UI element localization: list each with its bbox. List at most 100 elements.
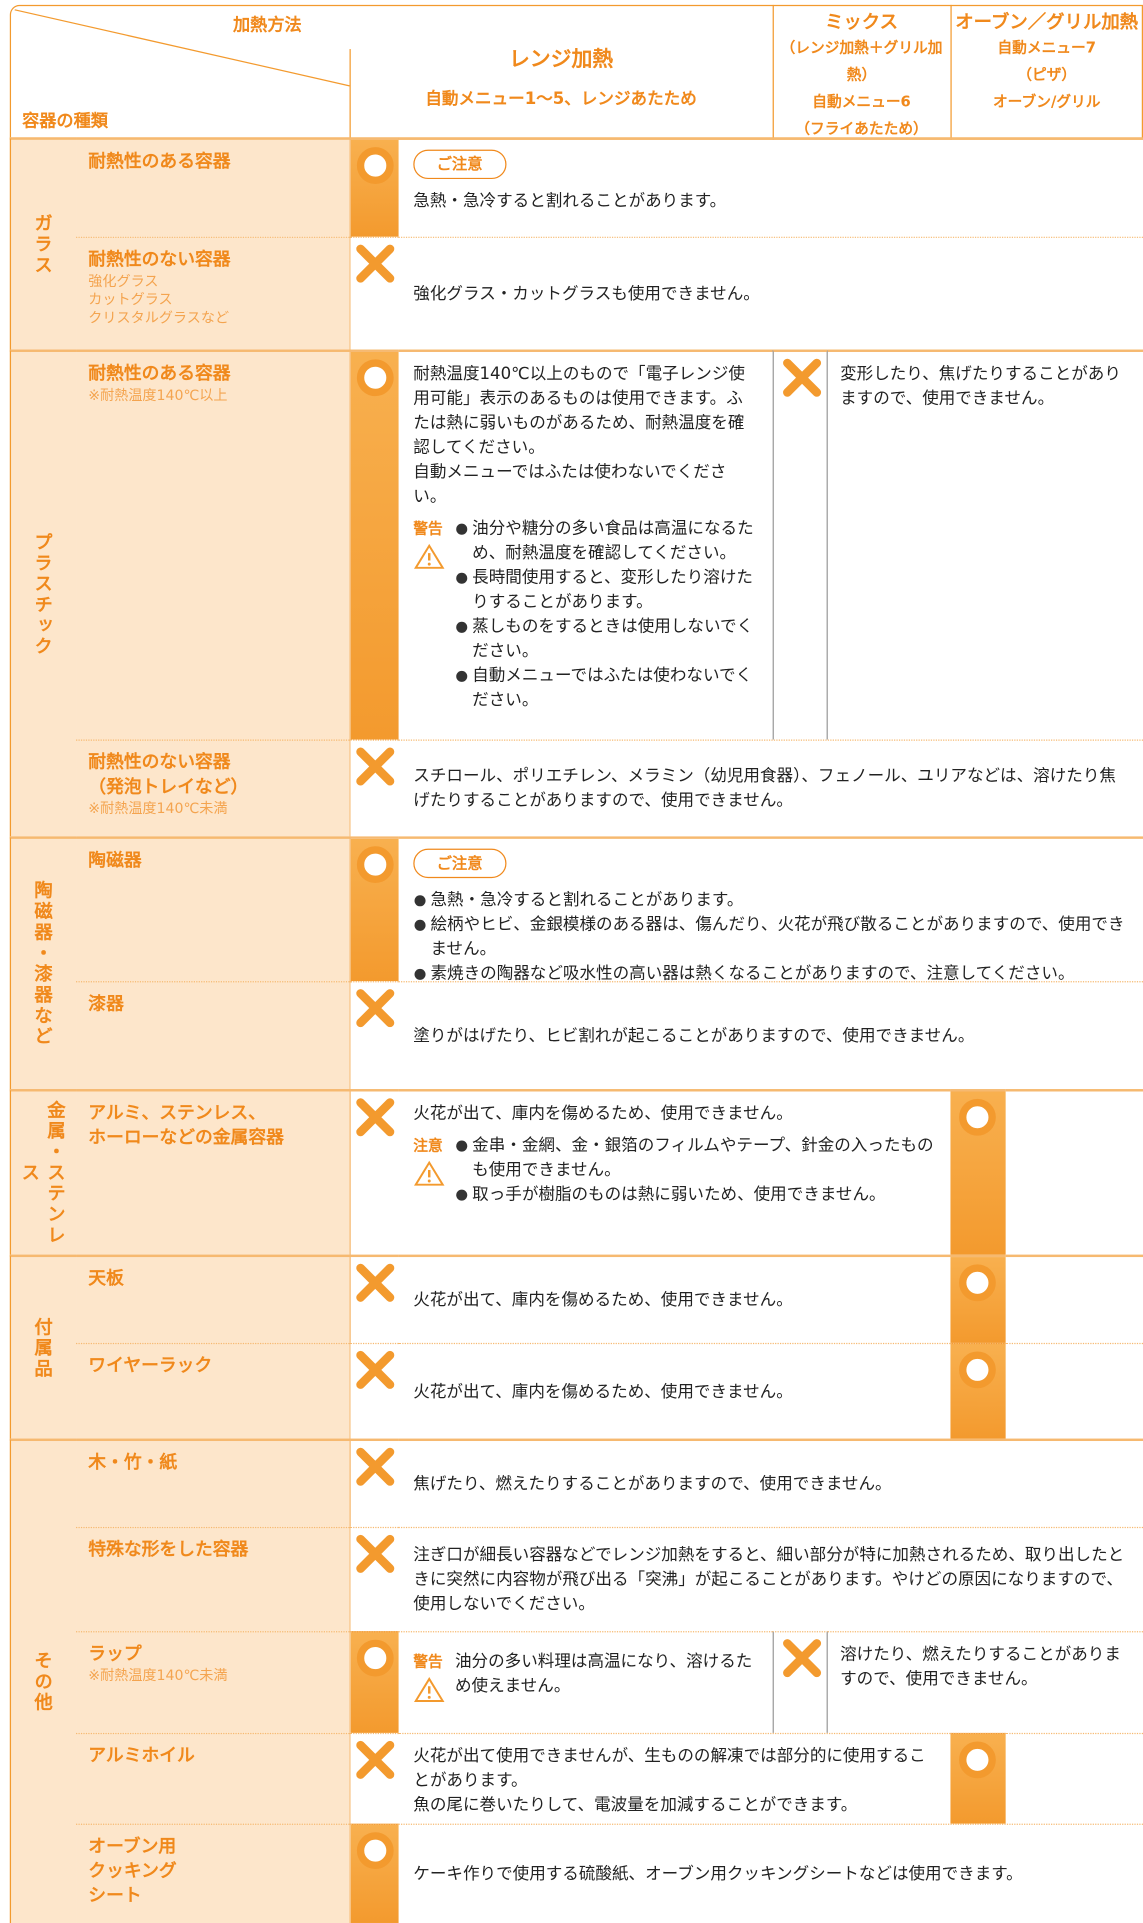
ok-mark: [356, 1639, 394, 1677]
bullet: [456, 670, 468, 682]
range-mark-cell: [349, 981, 399, 1090]
item-name: 漆器: [88, 994, 124, 1015]
caution-label: ご注意: [413, 149, 506, 180]
item-name: 木・竹・紙: [88, 1453, 178, 1473]
range-mark-cell: [349, 1342, 399, 1439]
range-mark-cell: [349, 236, 399, 350]
ng-mark: [356, 1534, 395, 1573]
warning-side: 警告: [413, 516, 455, 712]
group-label: 付属品: [31, 1316, 54, 1380]
range-mark-cell: [349, 1526, 399, 1632]
item-cell: 天板: [76, 1254, 350, 1343]
warning-icon: [413, 1160, 445, 1186]
group-label: ガラス: [31, 213, 54, 276]
body-text: 急熱・急冷すると割れることがあります。: [413, 191, 727, 211]
header-cell: オーブン／グリル加熱 自動メニュー7 （ピザ） オーブン/グリル: [950, 10, 1143, 133]
bullet-text: 自動メニューではふたは使わないでください。: [472, 665, 753, 711]
caution-label: ご注意: [413, 848, 506, 879]
warning-body: 金串・金網、金・銀箔のフィルムやテープ、針金の入ったものも使用できません。 取っ手…: [455, 1133, 936, 1207]
oven-line: オーブン/グリル: [992, 93, 1101, 111]
bullet-text: 急熱・急冷すると割れることがあります。: [430, 890, 744, 910]
text-cell: 警告 油分の多い料理は高温になり、溶けるため使えません。: [398, 1631, 773, 1733]
range-mark-cell: [349, 739, 399, 837]
oven-title: オーブン／グリル加熱: [955, 11, 1139, 34]
bullet-item: 長時間使用すると、変形したり溶けたりすることがあります。: [455, 565, 758, 614]
other-text: 変形したり、焦げたりすることがありますので、使用できません。: [840, 364, 1121, 409]
item-cell: アルミホイル: [76, 1732, 350, 1824]
mix-line: （レンジ加熱＋グリル加熱）: [780, 39, 943, 84]
text-cell: ご注意 急熱・急冷すると割れることがあります。 絵柄やヒビ、金銀模様のある器は、傷ん…: [398, 836, 1143, 984]
bullet-item: 油分や糖分の多い食品は高温になるため、耐熱温度を確認してください。: [455, 516, 758, 565]
bullet-text: 蒸しものをするときは使用しないでください。: [472, 616, 754, 662]
text-cell: ご注意急熱・急冷すると割れることがあります。: [398, 137, 1143, 236]
item-cell: ワイヤーラック: [76, 1342, 350, 1439]
item-cell: 漆器: [76, 981, 350, 1090]
range-title: レンジ加熱: [508, 47, 614, 73]
oven-mark-cell: [950, 1254, 1006, 1343]
item-cell: 耐熱性のある容器: [76, 137, 350, 237]
range-mark-cell: [349, 1732, 399, 1824]
bullet-text: 金串・金網、金・銀箔のフィルムやテープ、針金の入ったものも使用できません。: [472, 1135, 934, 1180]
group-label: その他: [31, 1650, 54, 1714]
text-cell: 強化グラス・カットグラスも使用できません。: [398, 236, 1143, 350]
warning-label: 注意: [413, 1136, 443, 1155]
bullet-text: 油分や糖分の多い食品は高温になるため、耐熱温度を確認してください。: [472, 518, 754, 563]
bullet-item: 自動メニューではふたは使わないでください。: [455, 663, 758, 712]
text-cell: 耐熱温度140℃以上のもので「電子レンジ使用可能」表示のあるものは使用できます。…: [398, 349, 773, 740]
group-cell: ガラス: [9, 137, 77, 350]
bullet: [414, 919, 426, 931]
item-cell: アルミ、ステンレス、 ホーローなどの金属容器: [76, 1089, 350, 1255]
ok-mark: [959, 1264, 996, 1302]
warning-side: 注意: [413, 1133, 455, 1207]
ok-mark: [959, 1098, 996, 1136]
other-mark-cell: [772, 349, 828, 740]
container-label: 容器の種類: [22, 111, 108, 132]
ok-mark: [356, 359, 394, 397]
oven-line: （ピザ）: [1017, 66, 1077, 84]
other-text-cell: 変形したり、焦げたりすることがありますので、使用できません。: [827, 349, 1143, 740]
range-subtitle: 自動メニュー1〜5、レンジあたため: [425, 89, 697, 110]
bullet: [414, 968, 426, 980]
item-cell: 陶磁器: [76, 836, 350, 982]
item-cell: 特殊な形をした容器: [76, 1526, 350, 1632]
item-name: 耐熱性のある容器: [88, 152, 231, 172]
ok-mark: [959, 1351, 996, 1389]
text-cell: 注ぎ口が細長い容器などでレンジ加熱をすると、細い部分が特に加熱されるため、取り出…: [398, 1526, 1143, 1631]
text-cell: スチロール、ポリエチレン、メラミン（幼児用食器）、フェノール、ユリアなどは、溶け…: [398, 739, 1143, 837]
ng-mark: [356, 1098, 395, 1137]
text-cell: 火花が出て、庫内を傷めるため、使用できません。: [398, 1254, 951, 1343]
range-mark-cell: [349, 1089, 399, 1255]
item-name: 耐熱性のある容器: [88, 364, 231, 384]
body-text: 強化グラス・カットグラスも使用できません。: [413, 283, 760, 304]
oven-blank-cell: [1005, 1254, 1143, 1343]
item-note: カットグラス: [88, 290, 173, 308]
ng-mark: [356, 1740, 395, 1779]
text-cell: ケーキ作りで使用する硫酸紙、オーブン用クッキングシートなどは使用できます。: [398, 1823, 1143, 1923]
text-cell: 火花が出て、庫内を傷めるため、使用できません。: [398, 1342, 951, 1439]
header-divider: [772, 4, 774, 140]
group-label: 陶磁器・漆器など: [31, 880, 54, 1048]
bullet-text: 素焼きの陶器など吸水性の高い器は熱くなることがありますので、注意してください。: [430, 963, 1075, 984]
oven-mark-cell: [950, 1089, 1006, 1255]
body-text: 火花が出て、庫内を傷めるため、使用できません。: [413, 1290, 793, 1310]
item-name: ラップ: [88, 1644, 142, 1665]
oven-mark-cell: [950, 1342, 1006, 1439]
oven-blank-cell: [1005, 1732, 1143, 1824]
item-name: シート: [88, 1886, 142, 1906]
text-cell: 焦げたり、燃えたりすることがありますので、使用できません。: [398, 1438, 1143, 1527]
text-cell: 火花が出て使用できませんが、生ものの解凍では部分的に使用することがあります。 魚の…: [398, 1732, 951, 1824]
range-mark-cell: [349, 1823, 399, 1923]
warning-block: 警告 油分や糖分の多い食品は高温になるため、耐熱温度を確認してください。 長時間使用…: [413, 516, 758, 712]
text-cell: 火花が出て、庫内を傷めるため、使用できません。 注意 金串・金網、金・銀箔のフィルム…: [398, 1089, 951, 1255]
ok-mark: [959, 1741, 996, 1779]
bullet: [456, 572, 468, 584]
range-mark-cell: [349, 1438, 399, 1527]
mix-title: ミックス: [825, 11, 899, 34]
warning-text: 油分の多い料理は高温になり、溶けるため使えません。: [454, 1651, 753, 1697]
range-mark-cell: [349, 349, 399, 740]
item-name: 特殊な形をした容器: [88, 1540, 249, 1560]
bullet: [456, 523, 468, 535]
warning-body: 油分や糖分の多い食品は高温になるため、耐熱温度を確認してください。 長時間使用する…: [455, 516, 758, 712]
